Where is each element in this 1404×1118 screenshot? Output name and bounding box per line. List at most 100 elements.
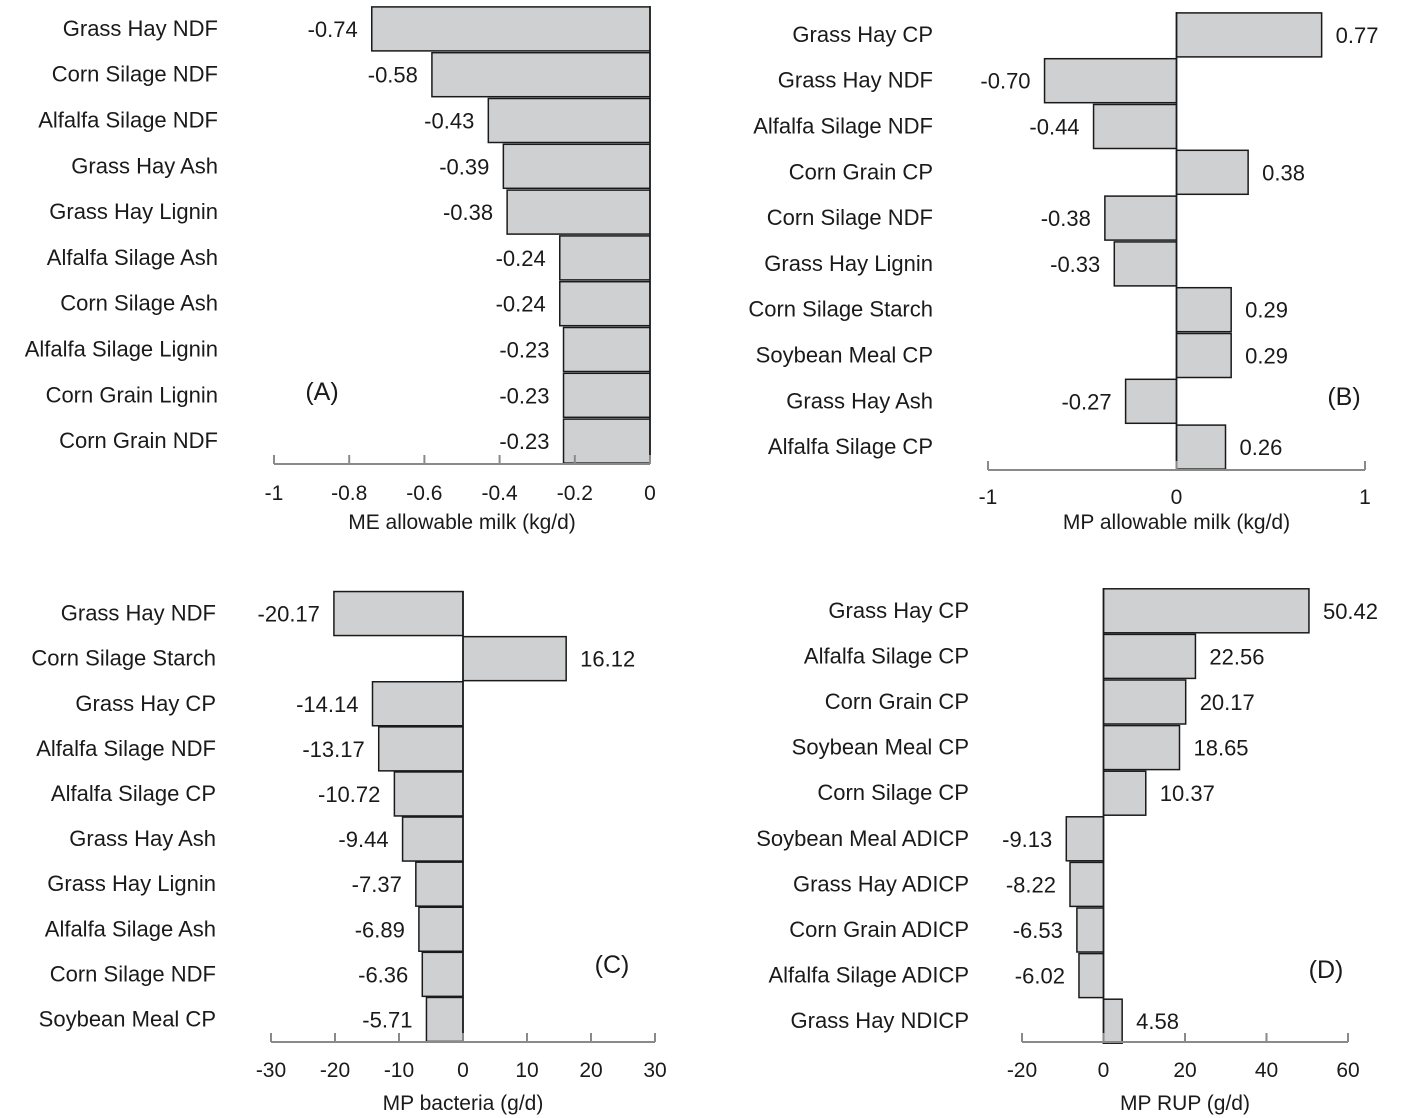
category-label: Grass Hay Ash (786, 388, 933, 413)
category-label: Corn Silage Ash (60, 291, 218, 316)
category-label: Grass Hay Lignin (47, 871, 216, 896)
x-tick-label: -20 (1007, 1059, 1037, 1082)
bar (1175, 286, 1232, 333)
value-label: 50.42 (1323, 599, 1378, 624)
bar (1065, 816, 1105, 862)
category-label: Alfalfa Silage Ash (47, 245, 218, 270)
category-label: Grass Hay Lignin (49, 199, 218, 224)
value-label: -0.23 (499, 383, 549, 408)
category-label: Alfalfa Silage CP (51, 781, 216, 806)
bar (401, 816, 464, 862)
value-label: -8.22 (1006, 872, 1056, 897)
category-label: Corn Silage Starch (31, 646, 216, 671)
bar (1104, 195, 1178, 241)
x-tick-label: 30 (643, 1059, 666, 1082)
x-tick-label: 0 (1171, 486, 1183, 509)
value-label: -0.24 (496, 292, 546, 317)
category-label: Grass Hay ADICP (793, 871, 969, 896)
category-label: Grass Hay Ash (71, 153, 218, 178)
value-label: 0.38 (1262, 160, 1305, 185)
value-label: 0.26 (1240, 435, 1283, 460)
bar (1124, 378, 1178, 425)
category-label: Alfalfa Silage CP (804, 643, 969, 668)
bar (371, 6, 651, 52)
value-label: -0.33 (1050, 252, 1100, 277)
value-label: -20.17 (258, 602, 320, 627)
value-label: -0.43 (424, 109, 474, 134)
value-label: -0.44 (1029, 115, 1079, 140)
bar (1102, 679, 1187, 725)
category-label: Soybean Meal CP (792, 735, 969, 760)
category-label: Corn Silage NDF (50, 961, 216, 986)
value-label: 0.77 (1336, 23, 1379, 48)
chart-panel-1: Grass Hay NDF -0.74 Corn Silage NDF -0.58 Al… (25, 6, 656, 534)
x-tick-label: -0.8 (331, 482, 367, 505)
bar (1175, 424, 1227, 470)
chart-panel-3: Grass Hay NDF -20.17 Corn Silage Starch 16.… (31, 590, 667, 1115)
value-label: 10.37 (1160, 781, 1215, 806)
value-label: -9.44 (338, 827, 388, 852)
bar (431, 51, 651, 98)
panel-label: (C) (595, 951, 630, 979)
category-label: Corn Silage Starch (748, 297, 933, 322)
bar (506, 189, 651, 235)
value-label: 0.29 (1245, 344, 1288, 369)
x-tick-label: 20 (1173, 1059, 1196, 1082)
category-label: Corn Grain CP (789, 159, 933, 184)
value-label: -0.58 (368, 63, 418, 88)
bar (1078, 952, 1105, 999)
category-label: Soybean Meal ADICP (756, 826, 969, 851)
value-label: -13.17 (302, 737, 364, 762)
x-tick-label: -1 (979, 486, 998, 509)
category-label: Alfalfa Silage NDF (753, 114, 933, 139)
bar (1175, 12, 1323, 58)
x-axis-title: ME allowable milk (kg/d) (348, 511, 576, 534)
category-label: Alfalfa Silage Lignin (25, 337, 218, 362)
value-label: -0.39 (439, 154, 489, 179)
x-axis-title: MP bacteria (g/d) (383, 1092, 544, 1115)
bar (425, 996, 464, 1043)
category-label: Alfalfa Silage ADICP (768, 963, 969, 988)
value-label: -0.38 (443, 200, 493, 225)
bar (418, 906, 464, 952)
value-label: -0.27 (1061, 389, 1111, 414)
category-label: Grass Hay NDICP (791, 1008, 969, 1033)
value-label: -0.70 (980, 69, 1030, 94)
category-label: Grass Hay Ash (69, 826, 216, 851)
bar (1092, 103, 1178, 150)
x-axis-title: MP RUP (g/d) (1120, 1092, 1250, 1115)
x-tick-label: 10 (515, 1059, 538, 1082)
value-label: 20.17 (1200, 690, 1255, 715)
x-tick-label: -10 (384, 1059, 414, 1082)
value-label: 18.65 (1193, 736, 1248, 761)
panel-label: (B) (1327, 383, 1360, 411)
bar (371, 681, 464, 727)
value-label: 4.58 (1136, 1009, 1179, 1034)
category-label: Corn Silage NDF (52, 62, 218, 87)
value-label: -0.38 (1041, 206, 1091, 231)
x-axis-title: MP allowable milk (kg/d) (1063, 511, 1290, 534)
bar (1102, 770, 1147, 816)
value-label: 0.29 (1245, 298, 1288, 323)
bar (393, 771, 464, 817)
category-label: Soybean Meal CP (756, 343, 933, 368)
value-label: -0.23 (499, 429, 549, 454)
chart-panel-2: Grass Hay CP 0.77 Grass Hay NDF -0.70 Alfalf… (748, 12, 1378, 534)
x-tick-label: 0 (457, 1059, 469, 1082)
value-label: -0.74 (308, 17, 358, 42)
category-label: Corn Silage CP (817, 780, 969, 805)
x-tick-label: 1 (1359, 486, 1371, 509)
category-label: Corn Silage NDF (767, 205, 933, 230)
category-label: Alfalfa Silage Ash (45, 916, 216, 941)
x-tick-label: -0.4 (482, 482, 519, 505)
bar (421, 951, 464, 998)
value-label: -5.71 (362, 1007, 412, 1032)
bar (562, 326, 651, 373)
category-label: Grass Hay CP (828, 598, 969, 623)
category-label: Corn Grain NDF (59, 428, 218, 453)
value-label: 22.56 (1209, 644, 1264, 669)
category-label: Corn Grain Lignin (46, 382, 218, 407)
bar (487, 97, 651, 144)
x-tick-label: 60 (1336, 1059, 1359, 1082)
bar (415, 861, 464, 907)
